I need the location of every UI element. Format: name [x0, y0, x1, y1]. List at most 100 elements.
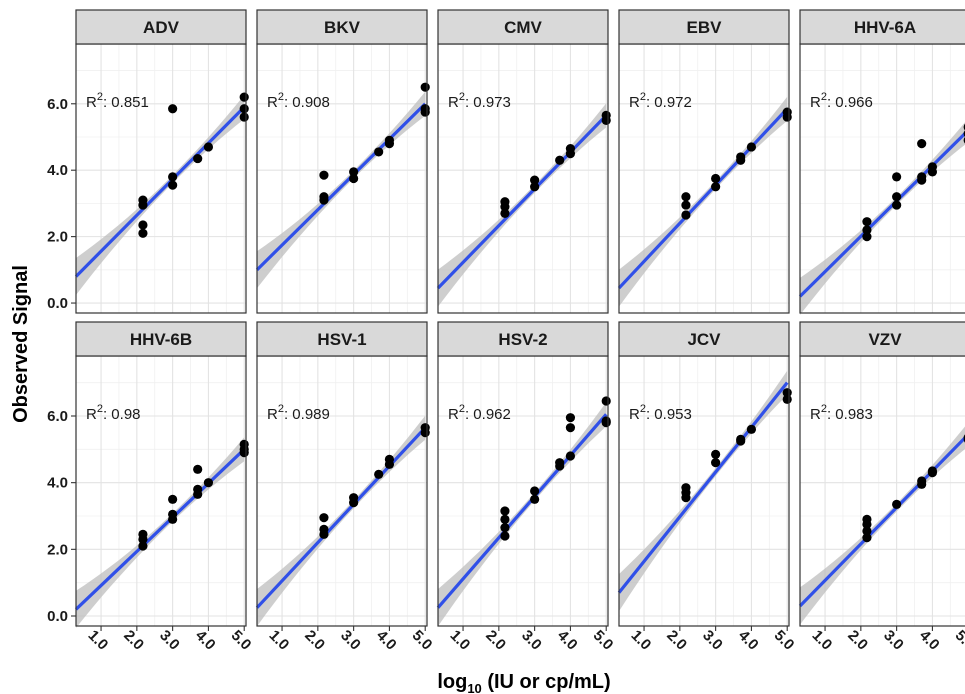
facet-strip-label: CMV — [504, 18, 542, 37]
data-point — [168, 104, 178, 114]
x-tick-label: 2.0 — [120, 627, 147, 654]
data-point — [203, 142, 214, 152]
r-squared-label: R2: 0.983 — [810, 403, 873, 423]
r-squared-label: R2: 0.98 — [86, 403, 141, 423]
data-point — [892, 172, 902, 182]
facet-strip — [75, 321, 247, 357]
data-point — [565, 451, 576, 461]
x-axis-title-rest: (IU or cp/mL) — [482, 671, 611, 693]
data-point — [892, 200, 902, 210]
data-point — [862, 232, 872, 242]
data-point — [681, 192, 691, 202]
data-point — [917, 175, 927, 185]
data-point — [746, 424, 757, 434]
data-point — [530, 486, 540, 496]
data-point — [711, 182, 721, 192]
x-tick-label: 2.0 — [301, 627, 328, 654]
facet-strip-label: HHV-6B — [130, 330, 192, 349]
confidence-band — [76, 95, 245, 295]
confidence-band — [76, 437, 245, 628]
r-squared-label: R2: 0.973 — [448, 91, 511, 111]
x-tick-label: 3.0 — [518, 627, 545, 654]
data-point — [681, 210, 691, 220]
panel-cmv: R2: 0.973 CMV — [436, 9, 611, 314]
facet-strip — [75, 9, 247, 45]
x-tick-label: 4.0 — [373, 627, 400, 654]
data-point — [500, 523, 510, 533]
r-squared-label: R2: 0.962 — [448, 403, 511, 423]
x-tick-label: 3.0 — [156, 627, 183, 654]
data-point — [746, 142, 757, 152]
data-point — [349, 498, 359, 508]
r-squared-label: R2: 0.966 — [810, 91, 873, 111]
x-tick-label: 1.0 — [266, 627, 293, 654]
x-tick-label: 5.0 — [952, 627, 965, 654]
x-axis-title-subscript: 10 — [467, 681, 481, 694]
panel-ebv: R2: 0.972 EBV — [617, 9, 792, 314]
x-tick-label: 2.0 — [663, 627, 690, 654]
data-point — [530, 175, 540, 185]
data-point — [500, 514, 510, 524]
panel-hhv-6b: R2: 0.98 HHV-6B — [74, 321, 249, 628]
data-point — [203, 478, 214, 488]
x-tick-label: 5.0 — [228, 627, 255, 654]
data-point — [892, 499, 902, 509]
data-point — [711, 173, 721, 184]
facet-strip-label: ADV — [143, 18, 180, 37]
data-point — [601, 396, 611, 406]
data-point — [681, 200, 691, 210]
facet-strip — [437, 9, 609, 45]
regression-line — [617, 381, 789, 594]
y-tick-label: 0.0 — [47, 608, 68, 625]
panel-background — [76, 44, 246, 313]
data-point — [319, 170, 329, 180]
x-tick-label: 3.0 — [699, 627, 726, 654]
confidence-band — [438, 103, 607, 307]
regression-line — [798, 131, 965, 298]
regression-line — [255, 102, 427, 271]
data-point — [138, 200, 148, 210]
data-point — [782, 112, 792, 122]
panel-hsv-2: R2: 0.962 HSV-2 — [436, 321, 611, 627]
data-point — [349, 173, 359, 184]
data-point — [500, 506, 510, 516]
x-tick-label: 4.0 — [735, 627, 762, 654]
confidence-band — [800, 426, 965, 625]
data-point — [711, 449, 721, 459]
r-squared-label: R2: 0.953 — [629, 403, 692, 423]
regression-line — [74, 448, 246, 611]
x-tick-label: 4.0 — [192, 627, 219, 654]
data-point — [782, 394, 792, 404]
data-point — [168, 172, 178, 182]
data-point — [862, 526, 872, 536]
data-point — [138, 228, 148, 238]
data-point — [711, 458, 721, 468]
facet-strip-label: JCV — [687, 330, 721, 349]
data-point — [927, 468, 938, 478]
data-point — [530, 182, 540, 192]
y-tick-label: 4.0 — [47, 162, 68, 179]
facet-strip-label: HSV-1 — [317, 330, 366, 349]
data-point — [530, 494, 540, 504]
x-axis-title: log10 (IU or cp/mL) — [437, 671, 610, 694]
panel-hhv-6a: R2: 0.966 HHV-6A — [798, 9, 965, 315]
confidence-band — [438, 402, 607, 627]
y-tick-label: 4.0 — [47, 475, 68, 492]
x-tick-label: 1.0 — [85, 627, 112, 654]
data-point — [917, 479, 927, 489]
data-point — [239, 448, 249, 458]
confidence-band — [619, 96, 788, 307]
data-point — [138, 534, 148, 544]
panel-background — [619, 356, 789, 626]
data-point — [892, 192, 902, 202]
y-tick-label: 6.0 — [47, 96, 68, 113]
x-tick-label: 5.0 — [590, 627, 617, 654]
data-point — [420, 428, 430, 438]
data-point — [601, 115, 611, 125]
facet-strip-label: BKV — [324, 18, 361, 37]
x-tick-label: 2.0 — [482, 627, 509, 654]
y-tick-label: 2.0 — [47, 229, 68, 246]
facet-strip — [256, 321, 428, 357]
x-tick-label: 3.0 — [880, 627, 907, 654]
